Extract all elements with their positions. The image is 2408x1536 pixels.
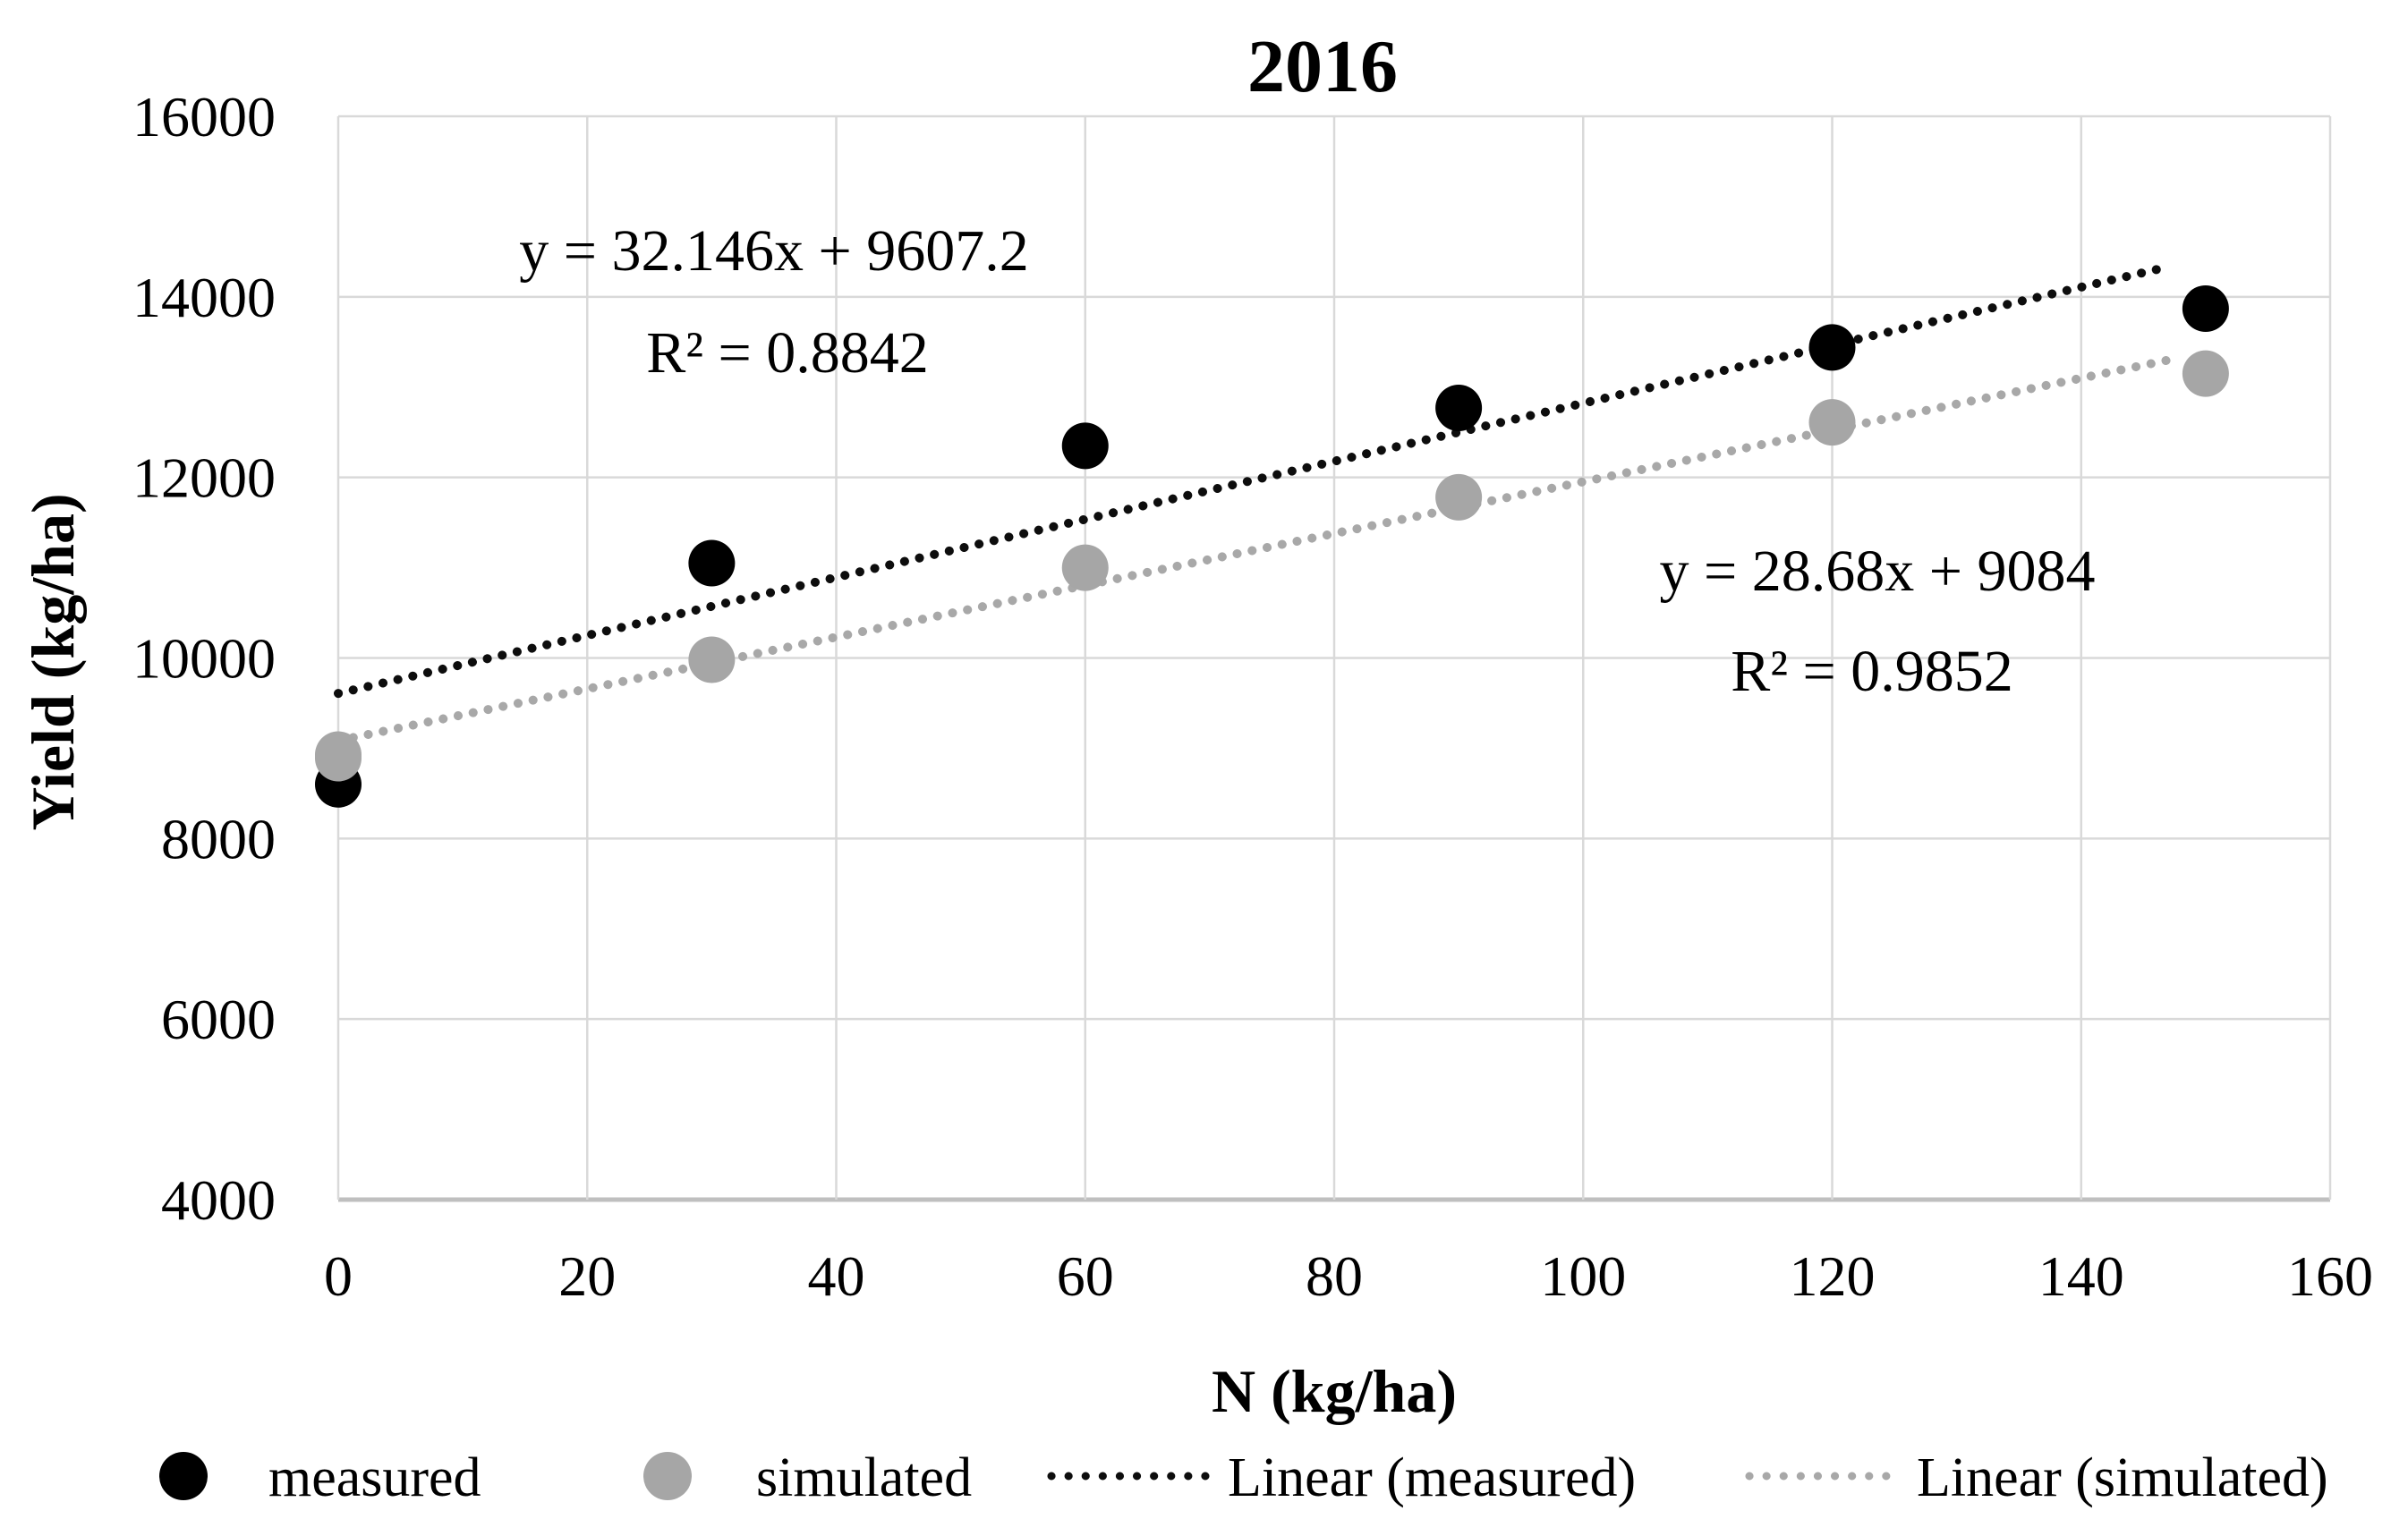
y-axis-title: Yield (kg/ha) [19, 493, 87, 830]
x-axis-title: N (kg/ha) [1212, 1357, 1457, 1425]
x-tick-label-80: 80 [1306, 1244, 1363, 1308]
x-tick-label-100: 100 [1540, 1244, 1626, 1308]
data-point-simulated-x0-front [315, 731, 362, 778]
data-point-simulated-x120 [1808, 399, 1856, 446]
grid-layer [336, 115, 2332, 1202]
y-tick-label-4000: 4000 [161, 1168, 276, 1232]
legend: measured simulated Linear (measured) Linear… [159, 1447, 2328, 1508]
r-squared-measured: R² = 0.8842 [646, 320, 929, 386]
y-tick-label-14000: 14000 [132, 266, 276, 329]
x-tick-label-120: 120 [1790, 1244, 1876, 1308]
equation-simulated: y = 28.68x + 9084 [1660, 539, 2096, 604]
data-point-measured-x90 [1435, 384, 1483, 431]
y-tick-label-16000: 16000 [132, 85, 276, 149]
data-point-measured-x120 [1808, 324, 1856, 371]
legend-marker-2 [643, 1452, 692, 1500]
legend-item-linear-measured-: Linear (measured) [1047, 1447, 1636, 1508]
legend-item-linear-simulated-: Linear (simulated) [1745, 1447, 2328, 1508]
trendline-layer [334, 262, 2174, 745]
legend-item-measured: measured [159, 1447, 481, 1508]
tick-label-layer: 4000 6000 8000 10000 12000 14000 16000 0 20 40 60 8… [132, 85, 2373, 1308]
data-point-measured-x30 [688, 539, 736, 587]
y-tick-label-12000: 12000 [132, 446, 276, 510]
x-tick-label-160: 160 [2287, 1244, 2373, 1308]
y-tick-label-6000: 6000 [161, 988, 276, 1051]
data-point-simulated-x90 [1435, 473, 1483, 521]
y-tick-label-10000: 10000 [132, 627, 276, 691]
x-tick-label-60: 60 [1057, 1244, 1114, 1308]
legend-label-2: simulated [756, 1447, 972, 1508]
x-tick-label-140: 140 [2038, 1244, 2124, 1308]
legend-label-1: measured [268, 1447, 481, 1508]
data-point-simulated-x60 [1061, 544, 1109, 591]
legend-label-3: Linear (measured) [1228, 1447, 1636, 1508]
x-tick-label-20: 20 [558, 1244, 616, 1308]
y-tick-label-8000: 8000 [161, 807, 276, 870]
legend-marker-1 [159, 1452, 208, 1500]
data-point-simulated-x150 [2182, 350, 2229, 397]
data-point-measured-x60 [1061, 422, 1109, 470]
equation-annotation-simulated: y = 28.68x + 9084 R² = 0.9852 [1660, 539, 2096, 704]
data-point-measured-x150 [2182, 284, 2229, 332]
r-squared-simulated: R² = 0.9852 [1731, 639, 2013, 704]
chart-title: 2016 [1247, 25, 1398, 108]
x-tick-label-40: 40 [808, 1244, 865, 1308]
data-point-layer [315, 284, 2229, 808]
trendline-linear-simulated- [334, 355, 2174, 745]
equation-measured: y = 32.146x + 9607.2 [519, 218, 1028, 284]
data-point-simulated-x30 [688, 636, 736, 683]
legend-label-4: Linear (simulated) [1917, 1447, 2328, 1508]
equation-annotation-measured: y = 32.146x + 9607.2 R² = 0.8842 [519, 218, 1028, 386]
x-tick-label-0: 0 [324, 1244, 353, 1308]
legend-item-simulated: simulated [643, 1447, 972, 1508]
